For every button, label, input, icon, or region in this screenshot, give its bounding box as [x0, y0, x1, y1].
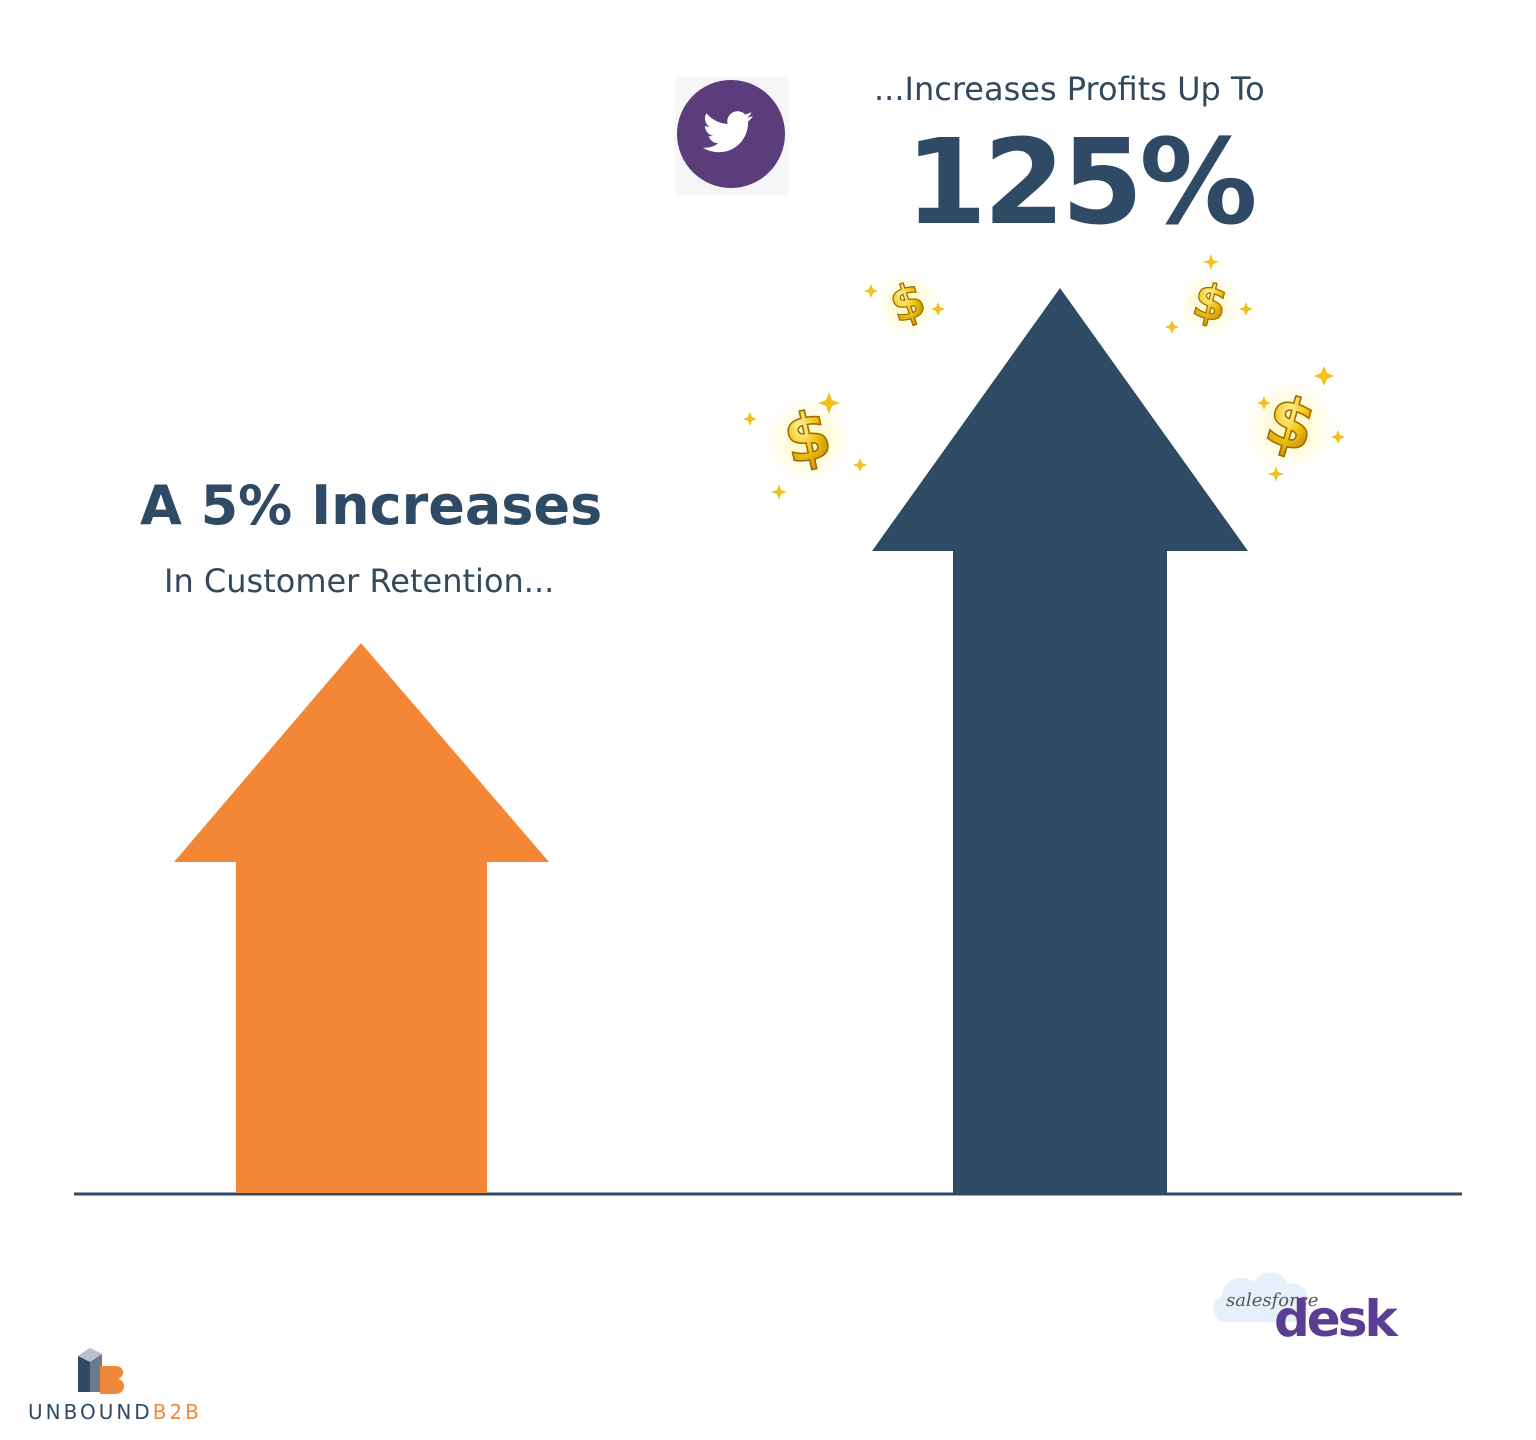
orange-up-arrow: [174, 643, 549, 1193]
unboundb2b-wordmark-part1: UNBOUND: [28, 1400, 153, 1424]
profits-value: 125%: [905, 113, 1258, 251]
retention-headline: A 5% Increases: [140, 474, 603, 537]
unboundb2b-logo: UNBOUNDB2B: [28, 1400, 202, 1424]
twitter-bird-icon: [702, 111, 753, 153]
navy-up-arrow: [872, 288, 1248, 1193]
sparkle-icons: [743, 254, 1345, 500]
desk-wordmark: desk: [1274, 1290, 1398, 1348]
retention-subtitle: In Customer Retention...: [164, 562, 555, 600]
dollar-coin-icon: $: [876, 271, 940, 336]
salesforce-wordmark: salesforce: [1226, 1290, 1319, 1311]
dollar-coin-icon: $: [1244, 379, 1336, 472]
unboundb2b-logo-icon: [78, 1348, 125, 1394]
salesforce-cloud-icon: [1213, 1272, 1309, 1323]
dollar-coin-icon: $: [764, 394, 852, 484]
dollar-coin-icon: $: [1178, 271, 1242, 336]
twitter-share-button[interactable]: [675, 78, 789, 194]
unboundb2b-wordmark-part2: B2B: [152, 1400, 202, 1424]
profits-lead-text: ...Increases Profits Up To: [874, 70, 1265, 108]
